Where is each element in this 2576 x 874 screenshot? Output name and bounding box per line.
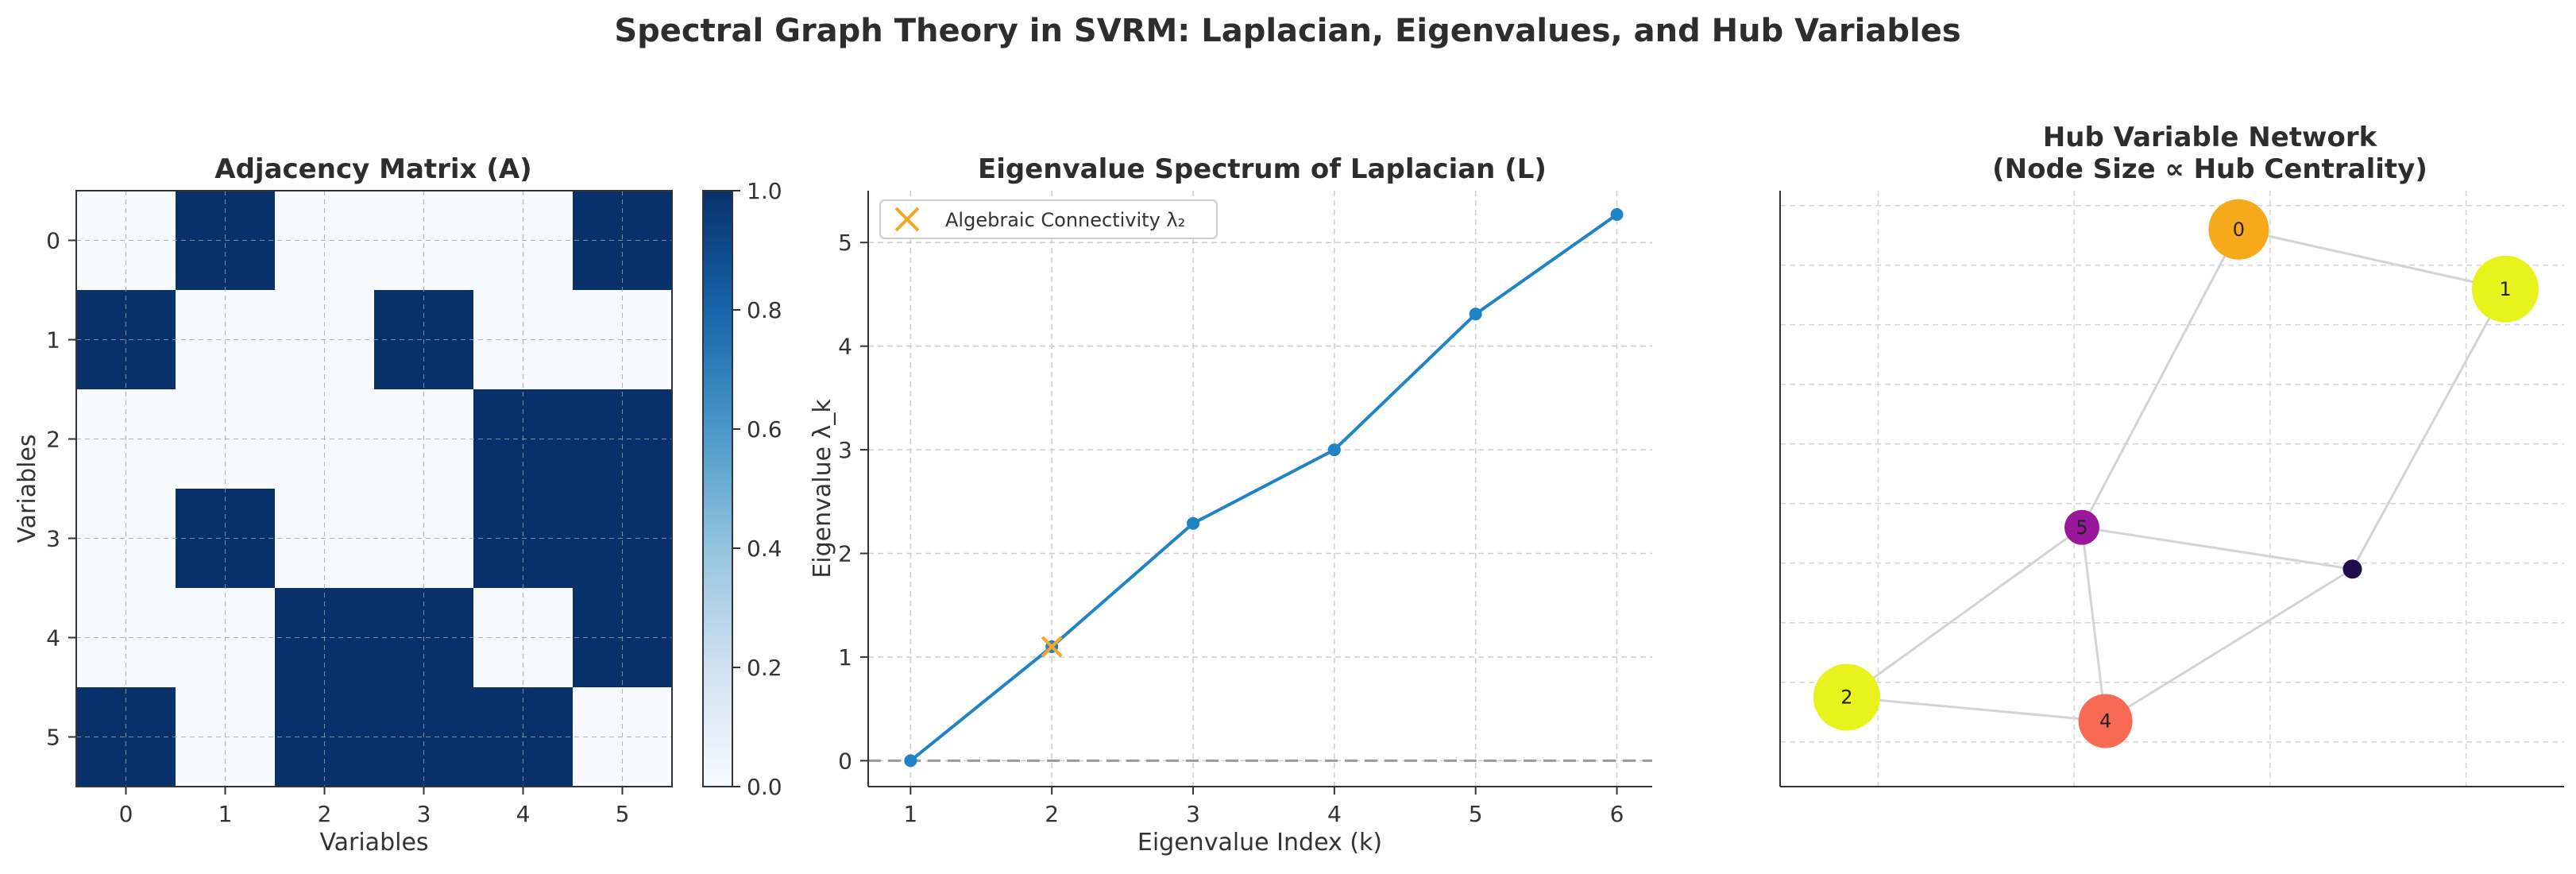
- line-chart-x-tick-label: 4: [1327, 801, 1342, 827]
- network-node-label: 5: [2076, 516, 2087, 539]
- network-edge-0-5: [2080, 229, 2240, 528]
- network-node-3: [2342, 559, 2362, 579]
- legend-box: [879, 199, 1218, 239]
- heatmap-y-label: Variables: [14, 434, 41, 543]
- network-title-line1: Hub Variable Network: [2043, 122, 2378, 153]
- line-chart-x-tick-label: 6: [1610, 801, 1624, 827]
- line-chart-y-tick-label: 0: [838, 748, 852, 774]
- heatmap-x-tick-label: 3: [417, 801, 431, 827]
- network-node-4: [2078, 694, 2133, 748]
- eigenvalue-line-panel: Eigenvalue Spectrum of Laplacian (L) 1 2 3…: [809, 153, 1652, 857]
- heatmap-cells: [76, 191, 673, 787]
- heatmap-y-tick-label: 0: [46, 228, 60, 254]
- hub-network-panel: Hub Variable Network (Node Size ∝ Hub Ce…: [1779, 122, 2564, 787]
- heatmap-grid: [76, 191, 672, 787]
- network-edge-1-3: [2351, 288, 2507, 570]
- heatmap-title: Adjacency Matrix (A): [214, 153, 531, 185]
- colorbar-tick-label: 0.4: [747, 536, 782, 562]
- heatmap-y-tick-label: 5: [46, 725, 60, 751]
- colorbar: [702, 190, 733, 787]
- heatmap-y-tick-label: 4: [46, 625, 60, 652]
- colorbar-tick-label: 0.2: [747, 655, 782, 681]
- colorbar-tick-label: 0.8: [747, 297, 782, 323]
- heatmap-y-tick-label: 3: [46, 526, 60, 552]
- colorbar-tick-label: 1.0: [747, 178, 782, 204]
- eigenvalue-series-line: [910, 213, 1618, 762]
- network-node-label: 1: [2499, 278, 2511, 300]
- eigenvalue-point-6: [1610, 208, 1624, 221]
- heatmap-x-tick-label: 2: [318, 801, 332, 827]
- heatmap-y-tick-label: 2: [46, 427, 60, 453]
- heatmap-x-tick-label: 1: [218, 801, 233, 827]
- heatmap-cell-3-0: [76, 489, 176, 589]
- network-node-5: [2064, 509, 2099, 545]
- network-node-label: 2: [1840, 686, 1852, 709]
- colorbar-ticks: 0.0 0.2 0.4 0.6 0.8 1.0: [732, 178, 782, 800]
- legend-label: Algebraic Connectivity λ₂: [945, 209, 1185, 231]
- line-chart-legend: Algebraic Connectivity λ₂: [879, 199, 1218, 239]
- line-chart-x-tick-label: 2: [1045, 801, 1059, 827]
- line-chart-x-tick-label: 3: [1186, 801, 1200, 827]
- network-edge-0-1: [2238, 228, 2506, 291]
- heatmap-x-ticks: 0 1 2 3 4 5: [119, 787, 630, 827]
- line-chart-y-tick-label: 4: [838, 334, 852, 360]
- line-chart-y-ticks: 0 1 2 3 4 5: [838, 230, 868, 774]
- line-chart-y-tick-label: 1: [838, 644, 852, 671]
- heatmap-frame: [75, 190, 673, 787]
- algebraic-connectivity-marker: [1041, 636, 1063, 658]
- line-chart-x-tick-label: 1: [903, 801, 917, 827]
- network-node-1: [2471, 255, 2539, 323]
- network-edge-5-3: [2081, 526, 2353, 570]
- eigenvalue-point-3: [1187, 516, 1200, 530]
- network-grid: [1780, 191, 2564, 787]
- legend-x-marker: [894, 207, 920, 232]
- network-nodes: 0 1 2 4 5: [1813, 199, 2539, 748]
- heatmap-y-tick-label: 1: [46, 327, 60, 354]
- line-chart-y-tick-label: 5: [838, 230, 852, 256]
- eigenvalue-point-5: [1469, 307, 1482, 321]
- eigenvalue-points: [904, 208, 1624, 768]
- heatmap-x-tick-label: 4: [516, 801, 531, 827]
- highlight-x-stroke: [1041, 636, 1063, 658]
- heatmap-x-tick-label: 0: [119, 801, 133, 827]
- legend-x-stroke: [894, 207, 920, 232]
- heatmap-y-ticks: 0 1 2 3 4 5: [46, 228, 76, 751]
- network-edges: [1846, 228, 2507, 722]
- heatmap-x-label: Variables: [319, 829, 428, 857]
- line-chart-grid: [868, 191, 1652, 787]
- line-chart-x-tick-label: 5: [1469, 801, 1483, 827]
- eigenvalue-point-4: [1327, 443, 1341, 457]
- network-edge-2-4: [1846, 696, 2106, 722]
- line-chart-title: Eigenvalue Spectrum of Laplacian (L): [978, 153, 1547, 185]
- eigenvalue-point-1: [904, 754, 917, 768]
- line-chart-x-ticks: 1 2 3 4 5 6: [903, 787, 1624, 827]
- network-node-0: [2208, 199, 2269, 260]
- line-chart-y-tick-label: 3: [838, 437, 852, 463]
- figure-title: Spectral Graph Theory in SVRM: Laplacian…: [614, 13, 1960, 49]
- network-title-line2: (Node Size ∝ Hub Centrality): [1992, 153, 2427, 185]
- colorbar-tick-label: 0.0: [747, 774, 782, 800]
- network-node-label: 0: [2233, 218, 2245, 241]
- line-chart-x-label: Eigenvalue Index (k): [1137, 829, 1382, 857]
- heatmap-cell-3-3: [374, 489, 474, 589]
- network-edge-4-3: [2104, 567, 2354, 722]
- network-edge-5-4: [2080, 527, 2107, 721]
- adjacency-heatmap-panel: Adjacency Matrix (A) 0 1 2 3 4 5 0 1 2 3 4 5 Varia…: [14, 153, 782, 857]
- line-chart-y-tick-label: 2: [838, 541, 852, 567]
- network-node-2: [1813, 663, 1880, 731]
- heatmap-cell-0-0: [76, 191, 176, 291]
- line-chart-y-label: Eigenvalue λ_k: [809, 399, 836, 578]
- network-node-label: 4: [2099, 710, 2111, 733]
- heatmap-cell-0-3: [374, 191, 474, 291]
- colorbar-tick-label: 0.6: [747, 416, 782, 443]
- heatmap-x-tick-label: 5: [616, 801, 630, 827]
- network-edge-5-2: [1846, 526, 2083, 698]
